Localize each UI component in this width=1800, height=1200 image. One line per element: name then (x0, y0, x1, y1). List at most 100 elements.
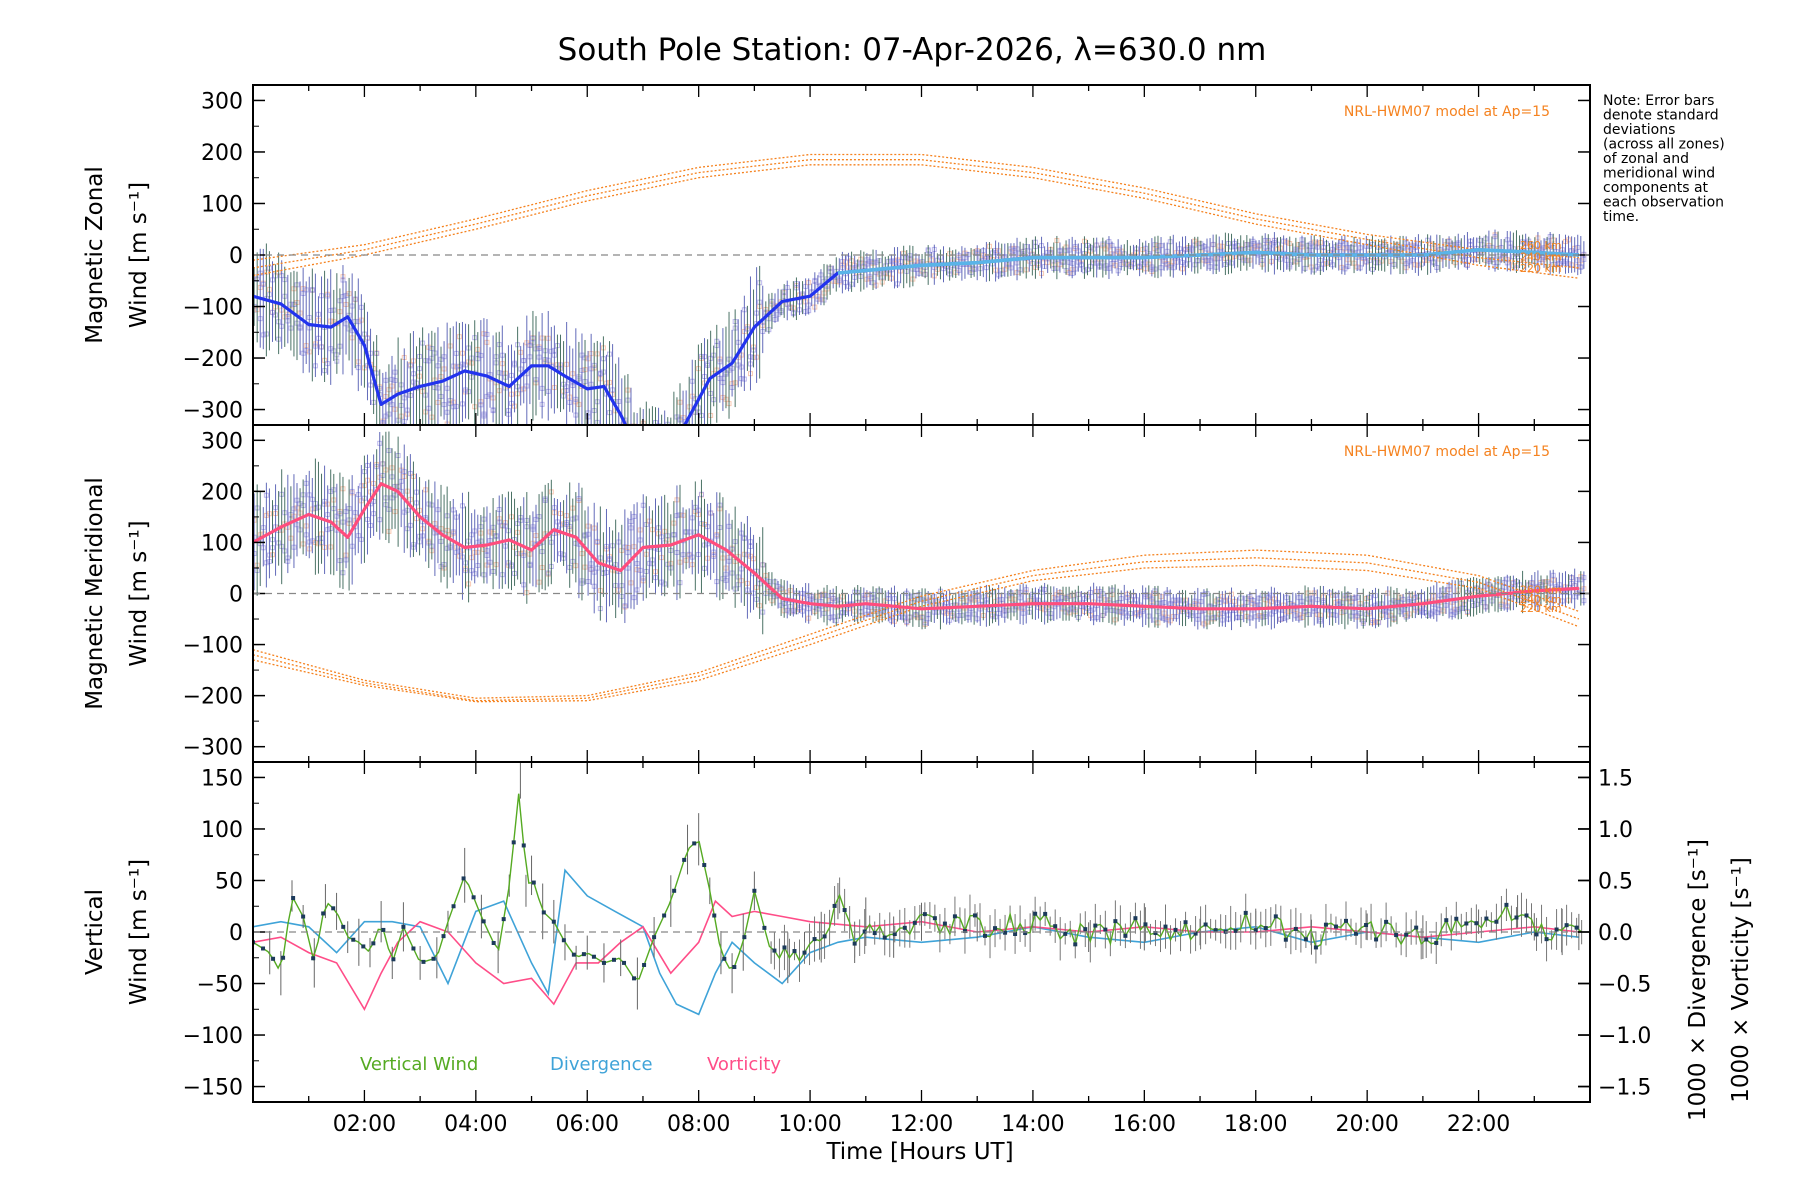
zone-sample (647, 496, 651, 500)
vertical-wind-point (321, 911, 326, 916)
vertical-wind-point (1564, 923, 1569, 928)
vertical-wind-point (581, 952, 586, 957)
vertical-wind-point (1434, 940, 1439, 945)
y-tick-label: 100 (201, 818, 243, 843)
vertical-wind-point (1113, 919, 1118, 924)
vertical-wind-point (742, 935, 747, 940)
vertical-wind-point (1043, 911, 1048, 916)
y-axis-label: Wind [m s⁻¹] (126, 520, 152, 666)
vertical-wind-point (281, 955, 286, 960)
vorticity-line (253, 899, 1579, 1012)
zone-sample (611, 426, 615, 430)
y2-axis-label-divergence: 1000 × Divergence [s⁻¹] (1685, 839, 1711, 1121)
vertical-wind-point (511, 840, 516, 845)
vertical-wind-point (802, 950, 807, 955)
vertical-wind-point (1243, 910, 1248, 915)
x-axis-label: Time [Hours UT] (825, 1139, 1013, 1165)
vertical-wind-point (702, 863, 707, 868)
vertical-wind-point (772, 948, 777, 953)
vertical-wind-point (531, 880, 536, 885)
vertical-wind-point (962, 929, 967, 934)
vertical-wind-point (622, 960, 627, 965)
zone-sample (684, 443, 688, 447)
zone-sample (644, 479, 648, 483)
x-tick-label: 02:00 (333, 1112, 396, 1137)
vertical-wind-point (1183, 920, 1188, 925)
vertical-wind-point (381, 927, 386, 932)
vertical-wind-point (1514, 915, 1519, 920)
vertical-wind-point (932, 916, 937, 921)
vertical-wind-point (1153, 931, 1158, 936)
vertical-wind-point (852, 941, 857, 946)
zone-sample (657, 479, 661, 483)
model-curve-260km (253, 549, 1580, 699)
note-line: deviations (1603, 122, 1675, 138)
vertical-wind-point (461, 876, 466, 881)
zone-sample (638, 490, 642, 494)
vertical-wind-point (1123, 933, 1128, 938)
model-altitude-label: 220 km (1520, 602, 1562, 615)
x-axis: 02:00 04:00 06:00 08:00 10:00 12:00 14:00 16:00… (308, 85, 1535, 1137)
zone-sample (650, 489, 654, 493)
zone-sample (684, 440, 688, 444)
vertical-wind-point (1343, 918, 1348, 923)
vertical-wind-point (551, 919, 556, 924)
vertical-wind-point (752, 888, 757, 893)
vertical-wind-point (1173, 927, 1178, 932)
vertical-wind-point (1384, 919, 1389, 924)
note-line: Note: Error bars (1603, 93, 1714, 109)
zone-sample (690, 435, 694, 439)
vertical-wind-point (662, 913, 667, 918)
legend-vertical-wind: Vertical Wind (360, 1054, 478, 1075)
vertical-wind-point (632, 976, 637, 981)
note-line: denote standard (1603, 108, 1719, 124)
vertical-wind-point (331, 906, 336, 911)
y-tick-label: 200 (201, 141, 243, 166)
vertical-wind-point (1103, 927, 1108, 932)
vertical-wind-point (1143, 922, 1148, 927)
vertical-wind-point (1133, 916, 1138, 921)
y2-tick-label: −1.5 (1598, 1076, 1651, 1101)
model-curve-220km (253, 564, 1580, 703)
zone-sample (687, 431, 691, 435)
vertical-wind-point (1364, 923, 1369, 928)
vertical-wind-point (371, 941, 376, 946)
vertical-wind-point (1574, 925, 1579, 930)
vertical-wind-point (983, 933, 988, 938)
y-axis-label: Vertical (82, 889, 108, 975)
vertical-wind-point (1003, 930, 1008, 935)
y-tick-label: −100 (183, 296, 243, 321)
vertical-wind-point (271, 956, 276, 961)
zone-sample (647, 488, 651, 492)
zone-sample (663, 478, 667, 482)
x-tick-label: 06:00 (556, 1112, 619, 1137)
vertical-wind-point (882, 935, 887, 940)
vertical-wind-point (682, 857, 687, 862)
y-axis-label: Magnetic Zonal (82, 166, 108, 344)
zone-sample (669, 450, 673, 454)
vertical-wind-point (411, 946, 416, 951)
vertical-wind-point (672, 888, 677, 893)
vertical-wind-point (291, 896, 296, 900)
y-tick-label: 0 (229, 244, 243, 269)
vertical-wind-point (1504, 902, 1509, 907)
x-tick-label: 10:00 (778, 1112, 841, 1137)
plot-area (253, 431, 1587, 703)
vertical-wind-point (1424, 937, 1429, 942)
zone-sample (629, 469, 633, 473)
x-tick-label: 12:00 (890, 1112, 953, 1137)
vertical-wind-point (431, 956, 436, 961)
vertical-wind-point (1534, 932, 1539, 937)
zone-sample (635, 432, 639, 436)
vertical-wind-point (1263, 926, 1268, 931)
y-tick-label: −150 (183, 1076, 243, 1101)
x-tick-label: 16:00 (1113, 1112, 1176, 1137)
zone-sample (660, 454, 664, 458)
zone-sample (638, 428, 642, 432)
vertical-wind-point (1193, 931, 1198, 936)
zone-sample (672, 480, 676, 484)
chart-title: South Pole Station: 07-Apr-2026, λ=630.0… (558, 32, 1267, 68)
zone-sample (644, 460, 648, 464)
vertical-wind-point (301, 914, 306, 919)
y2-tick-label: 0.0 (1598, 921, 1633, 946)
